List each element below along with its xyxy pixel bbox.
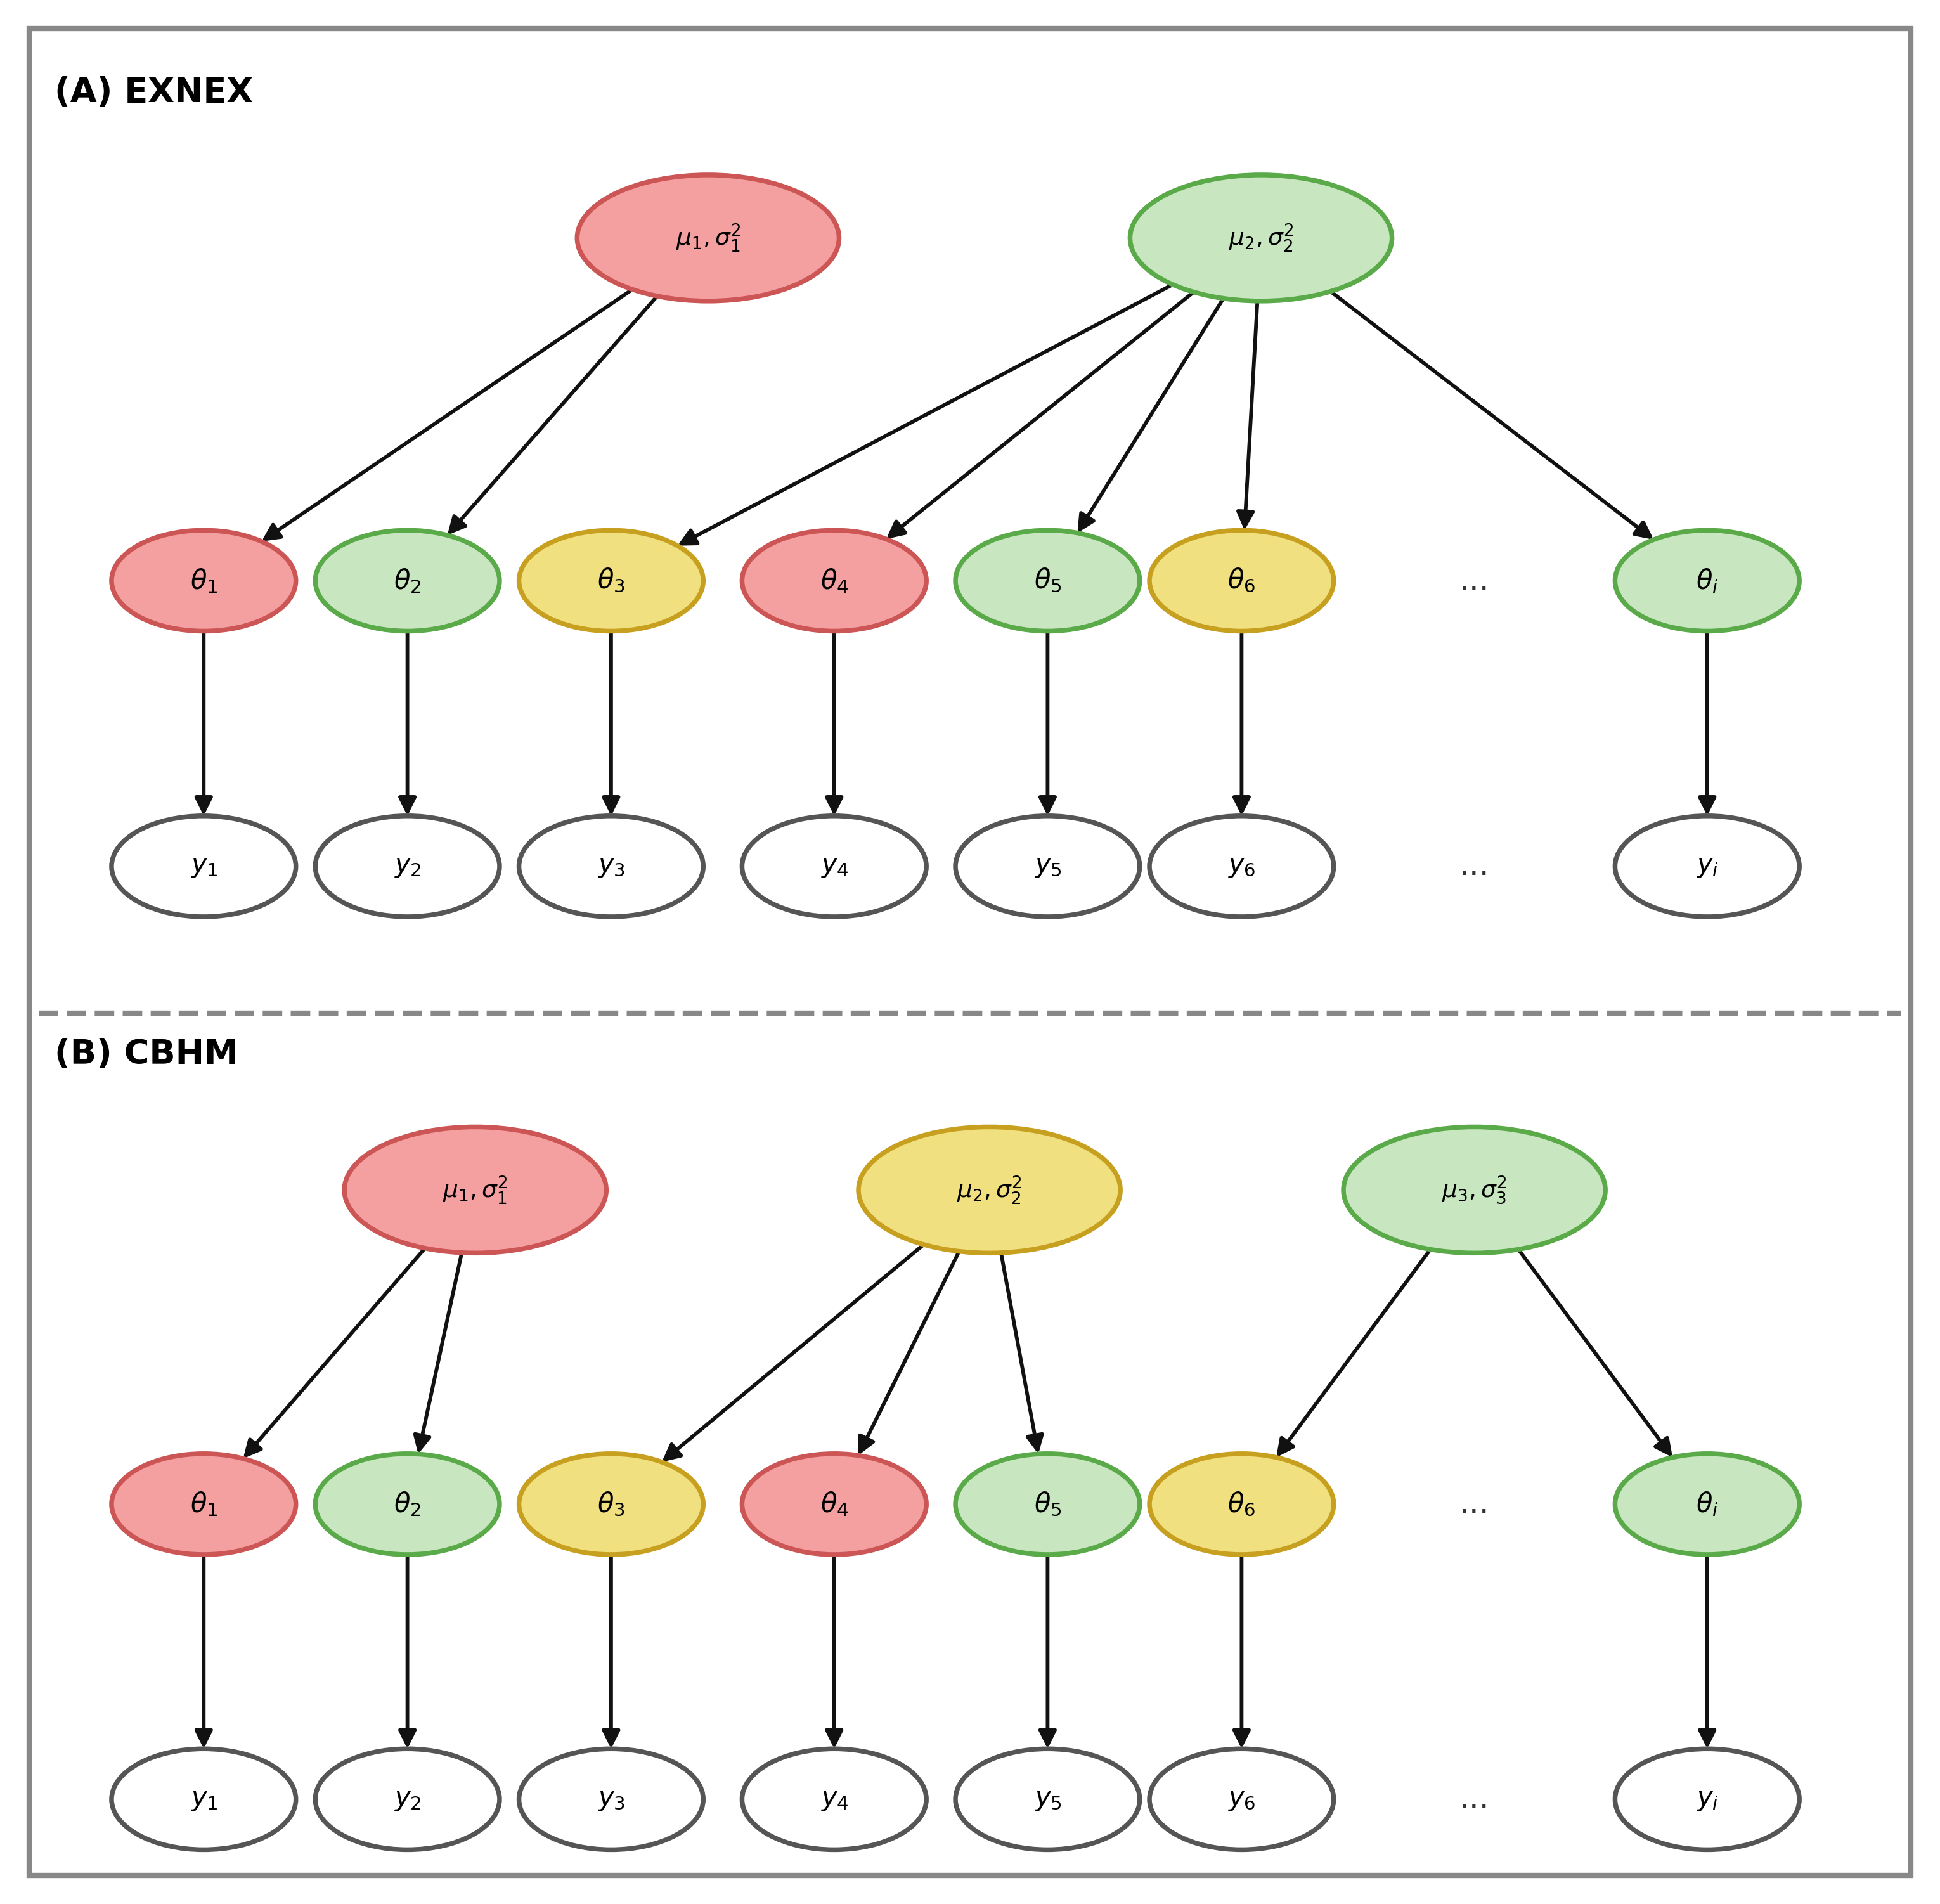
Ellipse shape [1148, 1455, 1335, 1554]
Text: $\mu_1, \sigma_1^2$: $\mu_1, \sigma_1^2$ [442, 1175, 508, 1205]
Ellipse shape [314, 531, 501, 630]
Text: (B) CBHM: (B) CBHM [54, 1038, 239, 1070]
Text: $y_5$: $y_5$ [1034, 853, 1061, 880]
Ellipse shape [1129, 175, 1393, 301]
Ellipse shape [1342, 1127, 1606, 1253]
Ellipse shape [518, 817, 702, 916]
Ellipse shape [1614, 1455, 1800, 1554]
Ellipse shape [518, 1455, 702, 1554]
Text: $y_1$: $y_1$ [190, 853, 217, 880]
Ellipse shape [1614, 1750, 1800, 1849]
Text: $\theta_4$: $\theta_4$ [821, 567, 848, 594]
Text: $\theta_6$: $\theta_6$ [1228, 567, 1255, 594]
Text: $\mu_1, \sigma_1^2$: $\mu_1, \sigma_1^2$ [675, 223, 741, 253]
Ellipse shape [857, 1127, 1121, 1253]
Text: ...: ... [1459, 851, 1490, 882]
Ellipse shape [741, 1750, 925, 1849]
Text: ...: ... [1459, 1784, 1490, 1815]
Ellipse shape [956, 1750, 1139, 1849]
Text: $\theta_3$: $\theta_3$ [598, 1491, 625, 1517]
Ellipse shape [741, 1455, 925, 1554]
Ellipse shape [518, 531, 702, 630]
Text: $y_3$: $y_3$ [598, 853, 625, 880]
Text: $\mu_2, \sigma_2^2$: $\mu_2, \sigma_2^2$ [1228, 223, 1294, 253]
Text: $y_4$: $y_4$ [821, 853, 848, 880]
Text: $\theta_3$: $\theta_3$ [598, 567, 625, 594]
Ellipse shape [956, 817, 1139, 916]
Ellipse shape [314, 1455, 501, 1554]
Ellipse shape [1614, 817, 1800, 916]
Ellipse shape [741, 531, 925, 630]
Text: ...: ... [1459, 1489, 1490, 1519]
Text: $y_i$: $y_i$ [1696, 853, 1719, 880]
Ellipse shape [314, 817, 501, 916]
Ellipse shape [576, 175, 838, 301]
Ellipse shape [113, 817, 295, 916]
Ellipse shape [1148, 1750, 1335, 1849]
Text: $y_i$: $y_i$ [1696, 1786, 1719, 1813]
Text: $\theta_5$: $\theta_5$ [1034, 567, 1061, 594]
Text: $\theta_2$: $\theta_2$ [394, 1491, 421, 1517]
Text: $\mu_2, \sigma_2^2$: $\mu_2, \sigma_2^2$ [956, 1175, 1022, 1205]
Text: ...: ... [1459, 565, 1490, 596]
Text: $\theta_5$: $\theta_5$ [1034, 1491, 1061, 1517]
Text: $y_2$: $y_2$ [394, 1786, 421, 1813]
Ellipse shape [113, 1750, 295, 1849]
Ellipse shape [113, 531, 295, 630]
Text: $y_2$: $y_2$ [394, 853, 421, 880]
Ellipse shape [956, 1455, 1139, 1554]
Text: $\theta_i$: $\theta_i$ [1696, 1491, 1719, 1517]
Ellipse shape [518, 1750, 702, 1849]
Text: $\mu_3, \sigma_3^2$: $\mu_3, \sigma_3^2$ [1441, 1175, 1507, 1205]
Ellipse shape [1614, 531, 1800, 630]
Ellipse shape [343, 1127, 605, 1253]
Text: $\theta_1$: $\theta_1$ [190, 567, 217, 594]
Text: $y_3$: $y_3$ [598, 1786, 625, 1813]
Text: $y_6$: $y_6$ [1228, 1786, 1255, 1813]
Text: $y_4$: $y_4$ [821, 1786, 848, 1813]
Ellipse shape [1148, 817, 1335, 916]
Text: $\theta_4$: $\theta_4$ [821, 1491, 848, 1517]
Ellipse shape [1148, 531, 1335, 630]
Text: $\theta_1$: $\theta_1$ [190, 1491, 217, 1517]
Text: $\theta_2$: $\theta_2$ [394, 567, 421, 594]
Text: (A) EXNEX: (A) EXNEX [54, 76, 252, 109]
Text: $\theta_i$: $\theta_i$ [1696, 567, 1719, 594]
Text: $y_6$: $y_6$ [1228, 853, 1255, 880]
Ellipse shape [956, 531, 1139, 630]
Text: $y_5$: $y_5$ [1034, 1786, 1061, 1813]
Text: $\theta_6$: $\theta_6$ [1228, 1491, 1255, 1517]
Text: $y_1$: $y_1$ [190, 1786, 217, 1813]
Ellipse shape [113, 1455, 295, 1554]
Ellipse shape [314, 1750, 501, 1849]
Ellipse shape [741, 817, 925, 916]
